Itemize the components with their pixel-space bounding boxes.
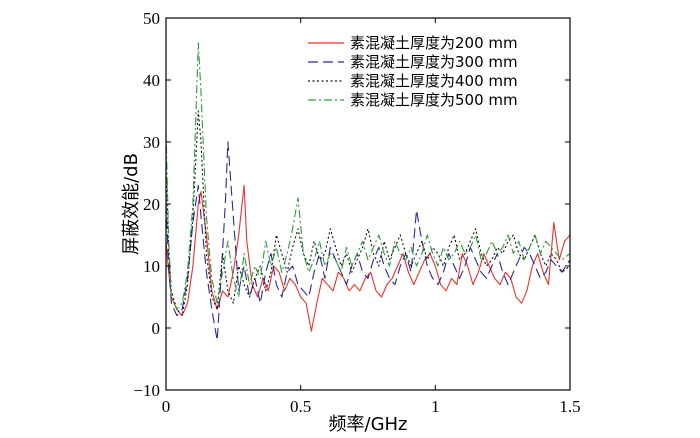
x-tick-label: 0.5 [290, 397, 311, 416]
series-line-3 [165, 110, 571, 317]
y-tick-label: 50 [143, 9, 160, 28]
series-line-4 [165, 42, 571, 310]
y-tick-label: 10 [143, 257, 160, 276]
y-tick-label: 20 [143, 195, 160, 214]
legend-label-3: 素混凝土厚度为400 mm [350, 72, 518, 90]
y-tick-label: −10 [133, 381, 160, 400]
x-tick-label: 1.5 [559, 397, 580, 416]
x-tick-label: 1 [431, 397, 440, 416]
y-tick-label: 0 [152, 319, 161, 338]
series-line-2 [165, 141, 571, 341]
x-axis-label: 频率/GHz [329, 414, 408, 435]
y-tick-label: 30 [143, 133, 160, 152]
x-tick-label: 0 [162, 397, 171, 416]
y-tick-label: 40 [143, 71, 160, 90]
legend-label-4: 素混凝土厚度为500 mm [350, 91, 518, 109]
y-axis-label: 屏蔽效能/dB [121, 153, 142, 255]
legend-label-2: 素混凝土厚度为300 mm [350, 53, 518, 71]
series-layer [165, 42, 571, 341]
legend-label-1: 素混凝土厚度为200 mm [350, 34, 518, 52]
series-line-1 [165, 184, 571, 332]
